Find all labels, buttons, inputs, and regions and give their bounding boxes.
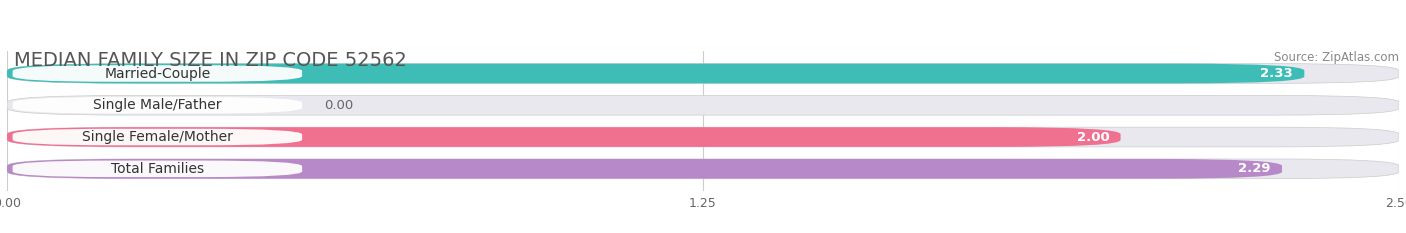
- FancyBboxPatch shape: [7, 127, 1121, 147]
- Text: Single Female/Mother: Single Female/Mother: [82, 130, 233, 144]
- FancyBboxPatch shape: [13, 97, 302, 113]
- Text: Single Male/Father: Single Male/Father: [93, 98, 222, 112]
- FancyBboxPatch shape: [7, 96, 1399, 115]
- FancyBboxPatch shape: [7, 159, 1282, 179]
- Text: Source: ZipAtlas.com: Source: ZipAtlas.com: [1274, 51, 1399, 64]
- Text: MEDIAN FAMILY SIZE IN ZIP CODE 52562: MEDIAN FAMILY SIZE IN ZIP CODE 52562: [14, 51, 406, 70]
- Text: 2.00: 2.00: [1077, 130, 1109, 144]
- FancyBboxPatch shape: [13, 161, 302, 177]
- FancyBboxPatch shape: [13, 129, 302, 145]
- FancyBboxPatch shape: [13, 65, 302, 82]
- Text: Total Families: Total Families: [111, 162, 204, 176]
- FancyBboxPatch shape: [7, 159, 1399, 179]
- FancyBboxPatch shape: [7, 64, 1305, 83]
- Text: 0.00: 0.00: [325, 99, 354, 112]
- FancyBboxPatch shape: [7, 127, 1399, 147]
- FancyBboxPatch shape: [7, 64, 1399, 83]
- Text: Married-Couple: Married-Couple: [104, 66, 211, 80]
- Text: 2.29: 2.29: [1239, 162, 1271, 175]
- Text: 2.33: 2.33: [1260, 67, 1294, 80]
